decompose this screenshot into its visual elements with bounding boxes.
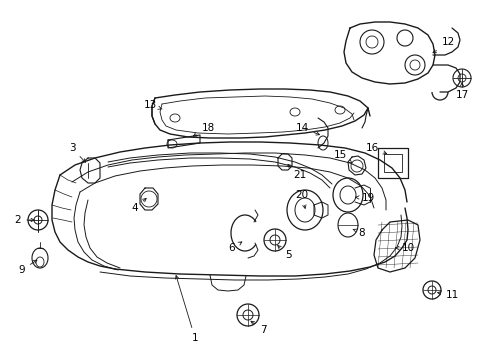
Text: 7: 7: [250, 321, 266, 335]
Text: 20: 20: [295, 190, 308, 208]
Text: 2: 2: [15, 215, 34, 225]
Text: 11: 11: [437, 290, 458, 300]
Text: 3: 3: [68, 143, 85, 162]
Text: 19: 19: [355, 193, 374, 203]
Text: 1: 1: [175, 275, 198, 343]
Text: 8: 8: [352, 228, 365, 238]
Text: 10: 10: [395, 243, 414, 253]
Text: 6: 6: [228, 242, 242, 253]
Text: 5: 5: [277, 246, 291, 260]
Text: 18: 18: [193, 123, 214, 136]
Text: 13: 13: [143, 100, 162, 110]
Text: 14: 14: [295, 123, 319, 135]
Text: 9: 9: [19, 260, 37, 275]
Text: 17: 17: [454, 83, 468, 100]
Text: 21: 21: [287, 165, 306, 180]
Text: 12: 12: [432, 37, 454, 53]
Text: 16: 16: [365, 143, 386, 154]
Text: 4: 4: [131, 198, 146, 213]
Text: 15: 15: [333, 150, 351, 163]
